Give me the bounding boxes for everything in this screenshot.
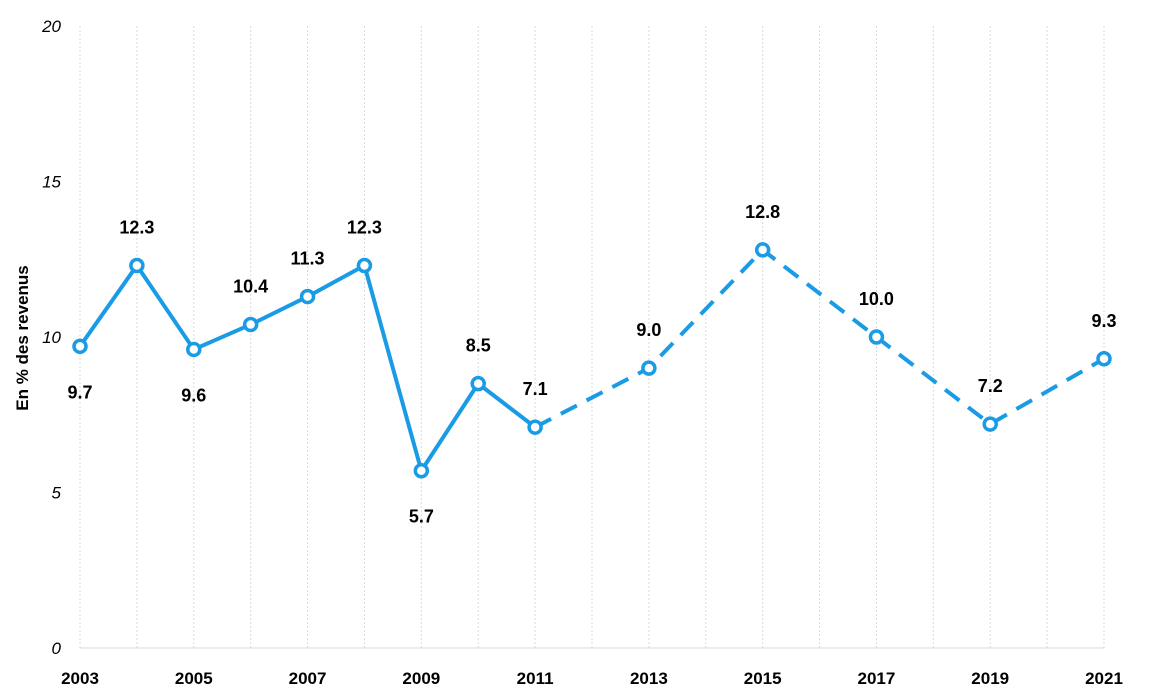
x-tick-label: 2019 [971,669,1009,688]
y-tick-label: 10 [42,328,61,347]
x-tick-label: 2007 [289,669,327,688]
data-label: 7.2 [978,376,1003,396]
data-label: 8.5 [466,336,491,356]
grid-lines [79,26,1105,649]
y-axis-ticks: 0 5 10 15 20 [41,17,61,658]
x-tick-label: 2013 [630,669,668,688]
y-axis-title: En % des revenus [13,265,32,411]
data-label: 5.7 [409,507,434,527]
data-label: 12.3 [119,217,154,237]
data-label: 9.7 [67,382,92,402]
data-point-marker [129,257,145,274]
data-label: 7.1 [523,379,548,399]
data-points [72,242,1112,479]
data-label: 12.3 [347,217,382,237]
data-point-marker [470,375,486,392]
x-tick-label: 2005 [175,669,213,688]
data-point-marker [868,329,885,345]
data-point-marker [641,360,657,376]
x-tick-label: 2011 [517,669,554,688]
x-tick-label: 2017 [858,669,896,688]
data-point-marker [356,257,373,274]
data-point-marker [186,341,202,358]
data-point-marker [413,462,430,479]
x-axis-ticks: 2003 2005 2007 2009 2011 2013 2015 2017 2019 2021 [61,669,1123,688]
data-point-marker [242,316,259,333]
data-point-marker [527,419,543,435]
y-tick-label: 20 [41,17,61,36]
data-point-marker [299,288,316,305]
data-label: 9.0 [636,320,661,340]
data-labels: 9.7 12.3 9.6 10.4 11.3 12.3 5.7 8.5 7.1 9.0 12.8 10… [67,202,1116,527]
x-tick-label: 2021 [1085,669,1123,688]
data-point-marker [754,242,771,258]
data-label: 11.3 [291,249,325,269]
data-label: 9.6 [181,385,206,405]
data-point-marker [72,338,88,355]
data-point-marker [982,416,998,432]
y-tick-label: 5 [52,484,62,503]
data-label: 10.4 [233,277,268,297]
data-label: 10.0 [859,289,894,309]
data-label: 12.8 [745,202,780,222]
y-tick-label: 0 [52,639,62,658]
x-tick-label: 2015 [744,669,782,688]
x-tick-label: 2009 [402,669,440,688]
data-point-marker [1096,351,1112,367]
y-tick-label: 15 [42,173,61,192]
data-label: 9.3 [1091,311,1116,331]
projection-line [534,247,1105,429]
x-tick-label: 2003 [61,669,99,688]
